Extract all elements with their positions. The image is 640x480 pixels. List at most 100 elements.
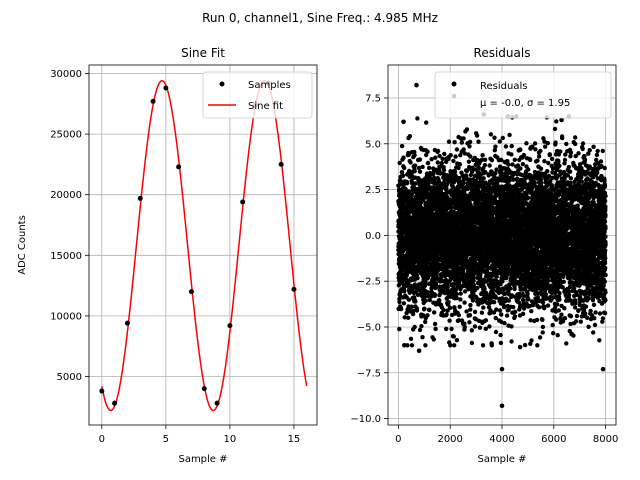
residual-point xyxy=(435,148,441,154)
residual-point xyxy=(518,147,523,153)
sample-point xyxy=(291,286,297,292)
residual-point xyxy=(398,306,404,312)
residual-point xyxy=(449,326,454,332)
residuals-title: Residuals xyxy=(474,46,531,60)
sine-fit-line xyxy=(101,79,308,412)
residual-point xyxy=(439,160,444,166)
residual-point xyxy=(447,318,452,323)
residual-point xyxy=(402,315,407,320)
residual-point xyxy=(508,286,513,291)
residual-point xyxy=(520,311,526,316)
y-tick-label: 30000 xyxy=(50,69,82,80)
residual-point xyxy=(477,325,483,330)
x-tick-label: 0 xyxy=(99,434,105,445)
residual-point xyxy=(469,328,474,333)
residual-point xyxy=(433,326,438,332)
residual-point xyxy=(506,162,511,167)
residual-point xyxy=(403,186,408,192)
residual-point xyxy=(402,165,407,171)
sample-point xyxy=(112,400,118,406)
sample-point xyxy=(227,323,233,329)
residual-point xyxy=(506,298,511,303)
residual-point xyxy=(427,307,432,313)
residual-point xyxy=(509,324,514,329)
figure-suptitle: Run 0, channel1, Sine Freq.: 4.985 MHz xyxy=(202,11,438,25)
residual-point xyxy=(494,274,499,279)
residual-point xyxy=(512,157,517,162)
y-tick-label: 2.5 xyxy=(365,185,381,196)
sample-point xyxy=(137,195,143,201)
residual-point xyxy=(491,300,497,305)
residual-point xyxy=(408,160,413,165)
y-tick-label: −10.0 xyxy=(350,414,381,425)
residual-point xyxy=(440,156,445,161)
residual-point xyxy=(456,312,461,318)
residual-point xyxy=(420,335,425,340)
residual-point xyxy=(414,308,420,313)
residual-point xyxy=(397,326,402,332)
residual-point xyxy=(467,144,472,149)
residual-point xyxy=(462,300,467,305)
residual-point xyxy=(472,324,478,329)
residual-point xyxy=(453,154,458,159)
residual-point xyxy=(512,309,518,314)
y-tick-label: 15000 xyxy=(50,251,82,262)
residual-point xyxy=(511,304,516,310)
residual-point xyxy=(417,157,423,162)
residual-point xyxy=(457,162,462,167)
residual-point xyxy=(481,176,486,181)
residual-point xyxy=(424,152,429,158)
residual-point xyxy=(401,155,406,160)
residual-point xyxy=(406,281,411,287)
residual-point xyxy=(483,318,489,323)
residual-point xyxy=(472,309,478,315)
residual-point xyxy=(446,139,452,144)
residual-point xyxy=(452,343,457,348)
residual-point xyxy=(452,140,457,145)
residual-point xyxy=(470,298,476,303)
sample-point xyxy=(124,320,130,326)
residual-point xyxy=(512,284,517,289)
residual-point xyxy=(444,312,449,317)
residual-point xyxy=(471,278,476,283)
residual-point xyxy=(399,170,405,175)
residual-point xyxy=(448,153,453,158)
residual-point xyxy=(510,162,515,167)
residual-point xyxy=(476,139,481,144)
y-tick-label: 20000 xyxy=(50,190,82,201)
residual-point xyxy=(482,157,488,162)
residual-point xyxy=(432,321,438,327)
residual-point xyxy=(468,307,473,312)
residual-point xyxy=(413,299,418,304)
x-tick-label: 6000 xyxy=(541,434,566,445)
residual-point xyxy=(406,152,411,157)
residual-point xyxy=(458,297,463,302)
residual-point xyxy=(412,324,417,330)
residual-point xyxy=(482,162,488,168)
y-tick-label: −5.0 xyxy=(357,322,381,333)
sample-point xyxy=(163,85,169,91)
sample-point xyxy=(188,289,194,295)
residual-point xyxy=(431,175,437,180)
sine-fit-xlabel: Sample # xyxy=(178,454,227,465)
sine-fit-frame xyxy=(88,64,318,426)
residual-point xyxy=(437,153,442,159)
residual-point xyxy=(400,173,406,178)
residual-point xyxy=(406,315,411,320)
residual-point xyxy=(502,320,507,326)
residual-point xyxy=(422,306,427,311)
residual-point xyxy=(464,127,470,132)
residual-point xyxy=(427,297,432,303)
residual-point xyxy=(486,173,491,178)
residual-point xyxy=(451,158,456,164)
residual-point xyxy=(518,166,523,171)
sine-fit-panel: Sine Fit 0 5 10 155000100001500020000250003… xyxy=(17,46,318,465)
residual-point xyxy=(417,169,423,174)
y-tick-label: 7.5 xyxy=(365,93,381,104)
residual-point xyxy=(487,163,492,168)
residual-point xyxy=(466,159,472,164)
residual-point xyxy=(480,153,485,158)
residual-point xyxy=(467,313,473,318)
